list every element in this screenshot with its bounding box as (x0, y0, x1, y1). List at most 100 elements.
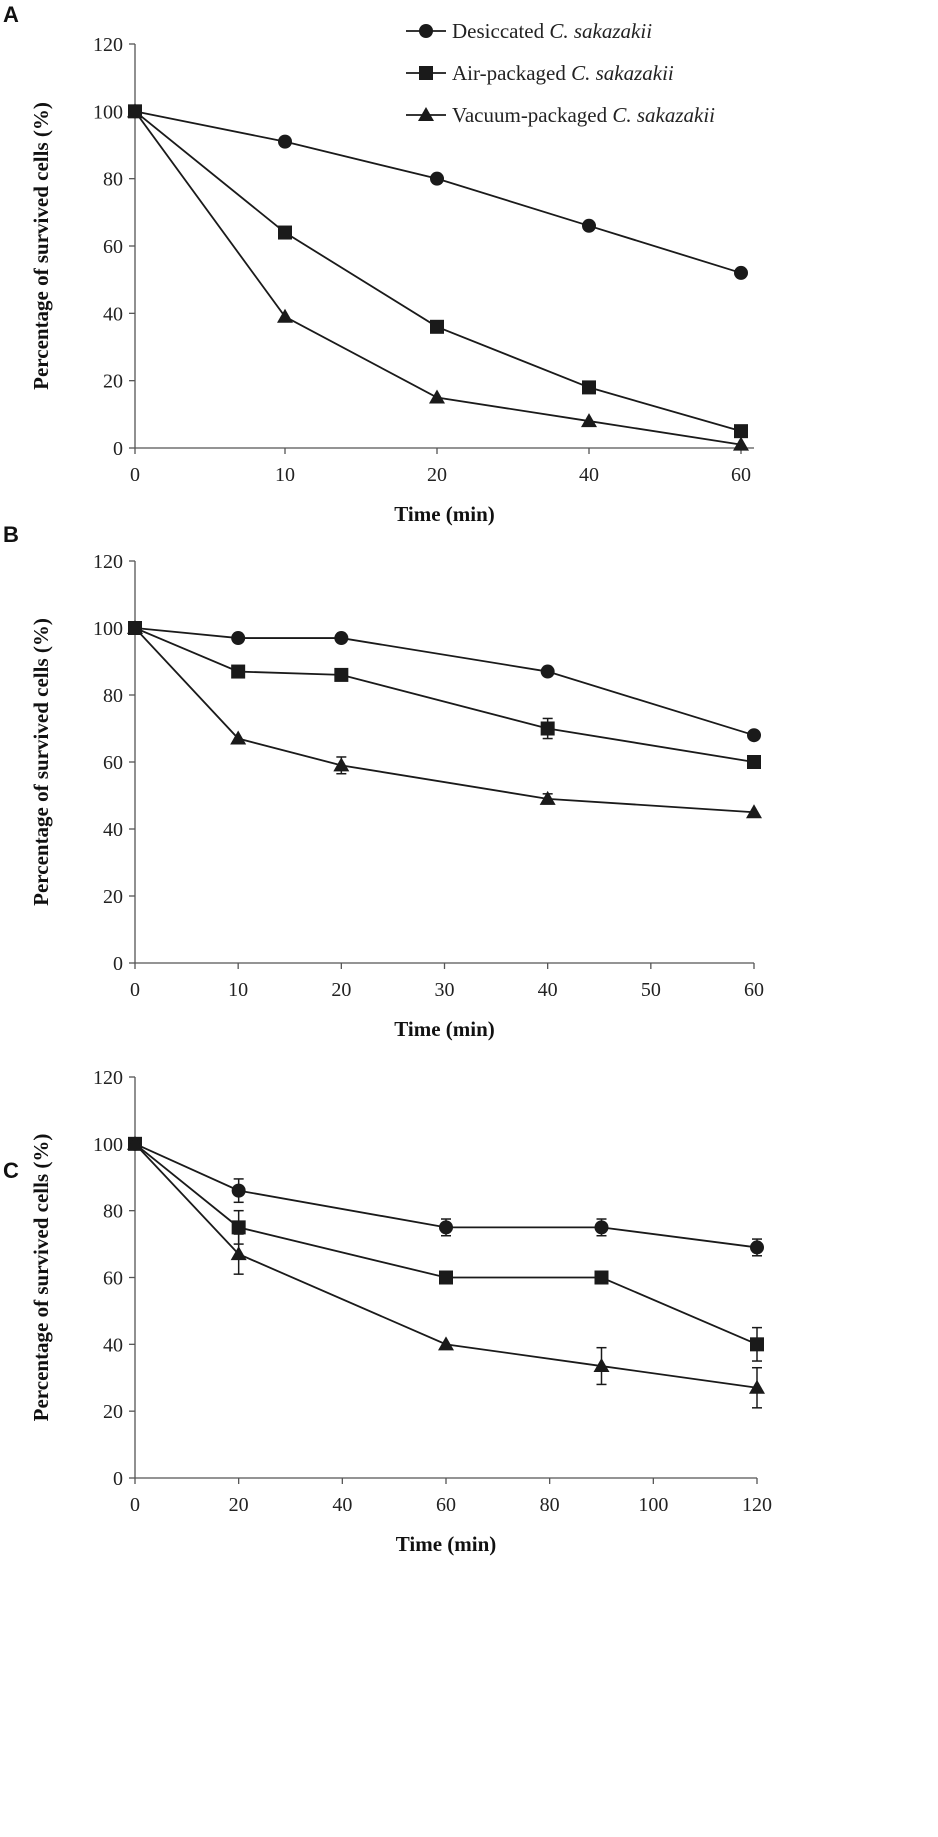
data-point-desiccated-c (439, 1220, 453, 1235)
panel-letter-a: A (3, 2, 19, 27)
y-tick-label-a: 120 (93, 34, 123, 56)
x-tick-label-b: 10 (228, 979, 248, 1001)
x-tick-label-b: 20 (331, 979, 351, 1001)
series-line-desiccated-b (134, 627, 755, 737)
data-point-vacuum-a (127, 103, 143, 118)
panel-letter-c: C (3, 1158, 19, 1183)
data-point-desiccated-a (582, 218, 596, 233)
series-line-vacuum-c (134, 1143, 758, 1389)
x-tick-label-a: 10 (275, 464, 295, 486)
legend: Desiccated C. sakazakii Air-packaged C. … (406, 19, 715, 127)
y-tick-label-c: 60 (103, 1268, 123, 1290)
x-axis-title-b: Time (min) (394, 1017, 495, 1041)
y-tick-label-b: 100 (93, 618, 123, 640)
data-point-vacuum-b (127, 620, 143, 634)
data-point-air-b (540, 721, 555, 736)
y-axis-title-b: Percentage of survived cells (%) (29, 618, 53, 906)
data-point-desiccated-b (747, 728, 761, 743)
data-point-air-b (231, 664, 246, 679)
data-point-desiccated-a (430, 171, 444, 186)
y-tick-label-c: 0 (113, 1468, 123, 1490)
y-tick-label-c: 20 (103, 1401, 123, 1423)
series-line-desiccated-a (134, 110, 742, 274)
legend-label-desiccated-prefix: Desiccated (452, 19, 549, 43)
x-tick-label-c: 20 (229, 1494, 249, 1516)
y-tick-label-a: 40 (103, 303, 123, 325)
panel-c: C 0 20 40 60 80 100 120 0 20 40 60 80 100 120 Time (mi… (3, 1067, 772, 1556)
y-tick-label-b: 120 (93, 551, 123, 573)
legend-label-desiccated-species: C. sakazakii (549, 19, 652, 43)
data-point-vacuum-c (749, 1379, 765, 1394)
y-tick-label-c: 120 (93, 1067, 123, 1089)
legend-label-vacuum-prefix: Vacuum-packaged (452, 103, 612, 127)
data-point-air-b (747, 755, 761, 769)
x-tick-label-b: 40 (538, 979, 558, 1001)
data-point-air-a (582, 380, 596, 395)
x-tick-label-a: 60 (731, 464, 751, 486)
data-point-vacuum-c (593, 1358, 610, 1373)
y-tick-label-a: 80 (103, 169, 123, 191)
y-tick-label-b: 40 (103, 819, 123, 841)
data-point-air-a (734, 424, 748, 439)
x-tick-label-a: 0 (130, 464, 140, 486)
y-tick-label-b: 80 (103, 685, 123, 707)
data-point-vacuum-b (333, 757, 350, 772)
series-line-air-a (134, 110, 742, 433)
y-tick-label-b: 20 (103, 886, 123, 908)
data-point-desiccated-b (334, 631, 349, 646)
x-tick-label-b: 60 (744, 979, 764, 1001)
legend-marker-square (419, 66, 433, 80)
x-tick-label-b: 0 (130, 979, 140, 1001)
legend-label-air-species: C. sakazakii (571, 61, 674, 85)
y-tick-label-c: 100 (93, 1134, 123, 1156)
y-axis-title-a: Percentage of survived cells (%) (29, 102, 53, 390)
series-line-air-b (134, 627, 755, 763)
x-tick-label-c: 60 (436, 1494, 456, 1516)
y-tick-label-a: 0 (113, 438, 123, 460)
data-point-air-a (430, 319, 444, 334)
data-point-desiccated-b (540, 664, 555, 679)
data-point-air-a (278, 225, 292, 240)
data-point-desiccated-a (734, 265, 748, 280)
legend-entry-desiccated: Desiccated C. sakazakii (406, 19, 652, 43)
data-point-desiccated-c (750, 1240, 764, 1255)
legend-label-air-prefix: Air-packaged (452, 61, 571, 85)
legend-entry-air: Air-packaged C. sakazakii (406, 61, 674, 85)
data-point-air-c (439, 1270, 453, 1285)
panel-a: A 0 20 40 60 80 100 120 0 10 20 40 60 Time (min) Perc… (3, 2, 754, 526)
data-point-vacuum-a (277, 308, 293, 323)
x-tick-label-c: 120 (742, 1494, 772, 1516)
x-axis-title-c: Time (min) (396, 1532, 497, 1556)
x-tick-label-b: 50 (641, 979, 661, 1001)
data-point-air-c (231, 1220, 246, 1235)
x-axis-title-a: Time (min) (394, 502, 495, 526)
data-point-vacuum-c (127, 1135, 143, 1150)
data-point-desiccated-c (594, 1220, 609, 1235)
legend-label-vacuum: Vacuum-packaged C. sakazakii (452, 103, 715, 127)
x-tick-label-c: 40 (332, 1494, 352, 1516)
y-axis-title-c: Percentage of survived cells (%) (29, 1134, 53, 1422)
y-tick-label-a: 20 (103, 371, 123, 393)
x-tick-label-b: 30 (435, 979, 455, 1001)
data-point-air-b (334, 667, 349, 682)
data-point-vacuum-a (429, 389, 445, 404)
legend-marker-circle (419, 24, 433, 38)
legend-label-vacuum-species: C. sakazakii (612, 103, 715, 127)
data-point-desiccated-c (231, 1183, 246, 1198)
data-point-vacuum-b (539, 790, 556, 805)
data-point-vacuum-b (230, 730, 247, 745)
data-point-vacuum-c (230, 1246, 247, 1261)
data-point-vacuum-c (438, 1336, 454, 1351)
x-tick-label-a: 40 (579, 464, 599, 486)
x-tick-label-a: 20 (427, 464, 447, 486)
legend-marker-triangle (418, 107, 434, 121)
y-tick-label-b: 60 (103, 752, 123, 774)
legend-label-air: Air-packaged C. sakazakii (452, 61, 674, 85)
y-tick-label-b: 0 (113, 953, 123, 975)
data-point-vacuum-b (746, 804, 762, 819)
x-tick-label-c: 0 (130, 1494, 140, 1516)
x-tick-label-c: 100 (638, 1494, 668, 1516)
y-tick-label-c: 40 (103, 1334, 123, 1356)
y-tick-label-a: 60 (103, 236, 123, 258)
